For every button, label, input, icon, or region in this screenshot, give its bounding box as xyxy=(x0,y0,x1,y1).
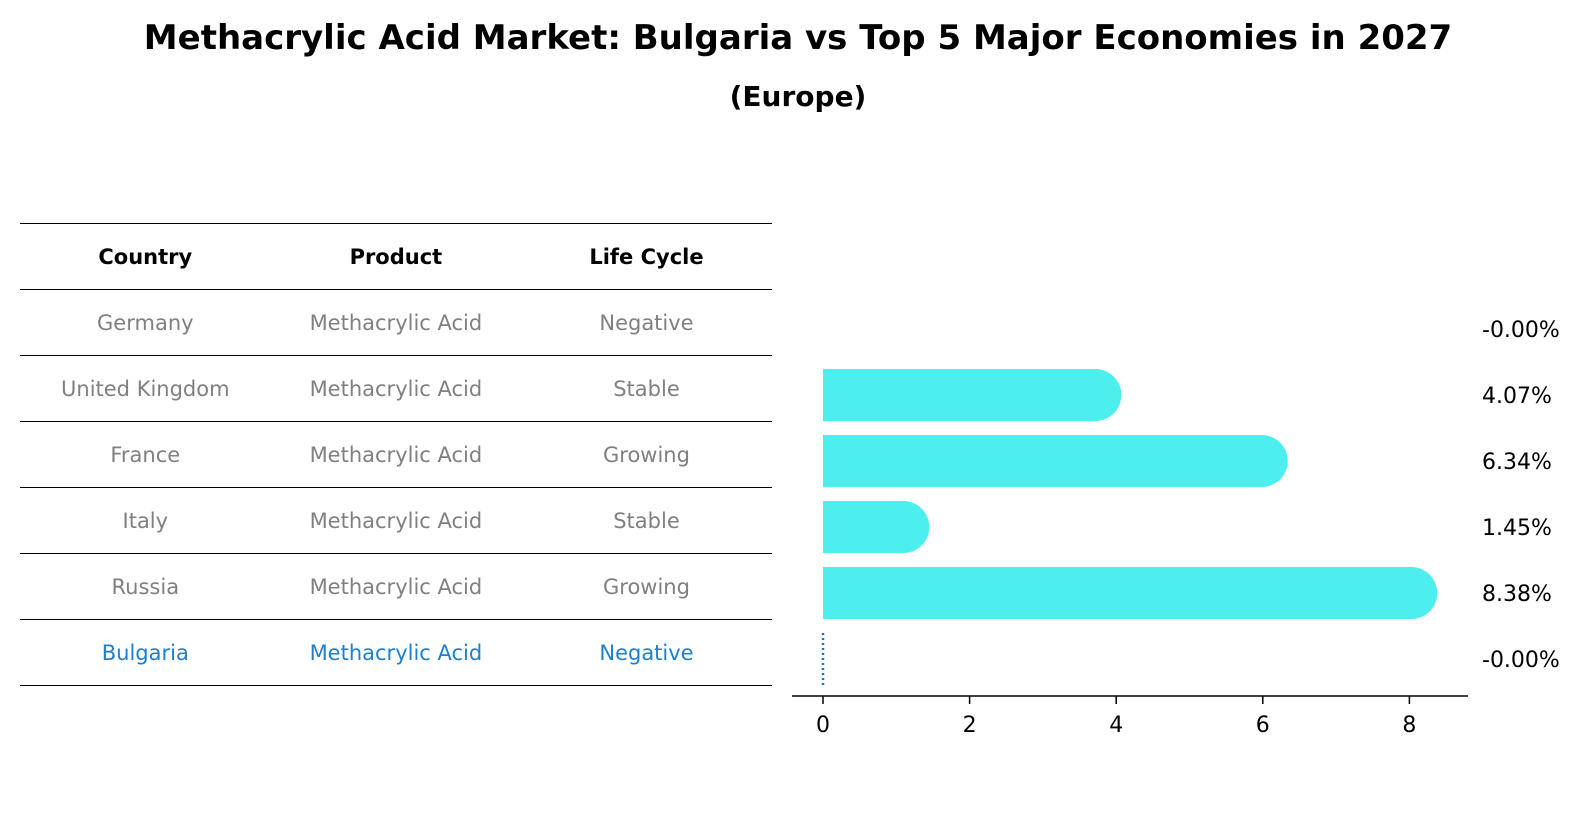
header-product: Product xyxy=(349,244,443,269)
cell-country: Bulgaria xyxy=(101,640,189,665)
table-header-row: Country Product Life Cycle xyxy=(20,223,772,289)
cell-country: Italy xyxy=(122,508,169,533)
cell-country: Russia xyxy=(111,574,180,599)
x-tick-label: 8 xyxy=(1402,713,1416,738)
bar-value-label: 8.38% xyxy=(1482,582,1552,607)
data-table: Country Product Life Cycle Germany Metha… xyxy=(20,223,772,686)
cell-product: Methacrylic Acid xyxy=(309,442,483,467)
table-row: France Methacrylic Acid Growing xyxy=(20,421,772,487)
x-tick-label: 6 xyxy=(1256,713,1270,738)
bar-value-label: 1.45% xyxy=(1482,516,1552,541)
cell-product: Methacrylic Acid xyxy=(309,376,483,401)
cell-life-cycle: Negative xyxy=(599,310,694,335)
table-row: Russia Methacrylic Acid Growing xyxy=(20,553,772,619)
cell-country: Germany xyxy=(97,310,194,335)
bar xyxy=(823,501,930,553)
cell-product: Methacrylic Acid xyxy=(309,574,483,599)
chart-subtitle: (Europe) xyxy=(729,80,867,113)
bar xyxy=(823,369,1122,421)
bar-value-label: -0.00% xyxy=(1482,318,1560,343)
header-life-cycle: Life Cycle xyxy=(589,244,704,269)
bar-value-label: -0.00% xyxy=(1482,648,1560,673)
cell-life-cycle: Stable xyxy=(613,376,680,401)
cell-life-cycle: Negative xyxy=(599,640,694,665)
bar-value-label: 6.34% xyxy=(1482,450,1552,475)
cell-life-cycle: Stable xyxy=(613,508,680,533)
cell-country: United Kingdom xyxy=(61,376,230,401)
header-country: Country xyxy=(98,244,193,269)
bar-value-label: 4.07% xyxy=(1482,384,1552,409)
bar xyxy=(823,435,1288,487)
table-row-highlighted: Bulgaria Methacrylic Acid Negative xyxy=(20,619,772,686)
cell-product: Methacrylic Acid xyxy=(309,310,483,335)
cell-life-cycle: Growing xyxy=(603,574,690,599)
table-row: Italy Methacrylic Acid Stable xyxy=(20,487,772,553)
table-row: Germany Methacrylic Acid Negative xyxy=(20,289,772,355)
x-tick-label: 2 xyxy=(963,713,977,738)
x-tick-label: 4 xyxy=(1109,713,1123,738)
bar xyxy=(823,567,1438,619)
cell-country: France xyxy=(110,442,181,467)
cell-product: Methacrylic Acid xyxy=(309,640,483,665)
x-tick-label: 0 xyxy=(816,713,830,738)
cell-life-cycle: Growing xyxy=(603,442,690,467)
cell-product: Methacrylic Acid xyxy=(309,508,483,533)
chart-title: Methacrylic Acid Market: Bulgaria vs Top… xyxy=(143,18,1453,58)
table-row: United Kingdom Methacrylic Acid Stable xyxy=(20,355,772,421)
